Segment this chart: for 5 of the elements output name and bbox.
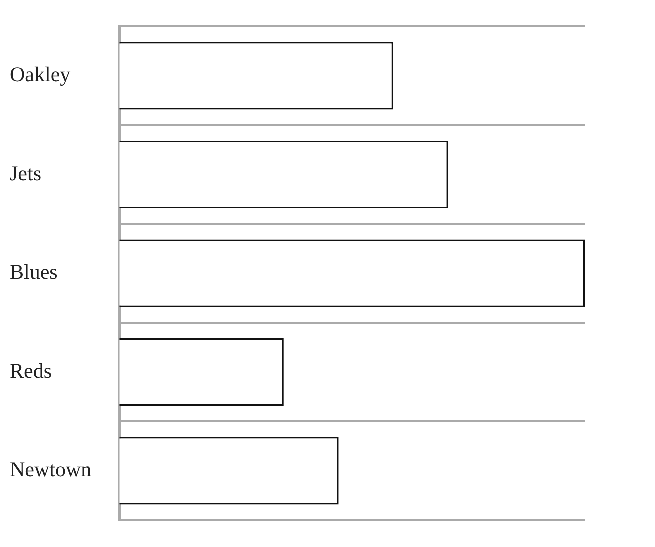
y-tick-label: Reds — [10, 358, 52, 383]
y-tick-label: Newtown — [10, 458, 92, 482]
y-tick-label: Blues — [10, 260, 58, 284]
y-tick-label: Oakley — [10, 62, 72, 86]
y-tick-label: Jets — [10, 161, 42, 186]
